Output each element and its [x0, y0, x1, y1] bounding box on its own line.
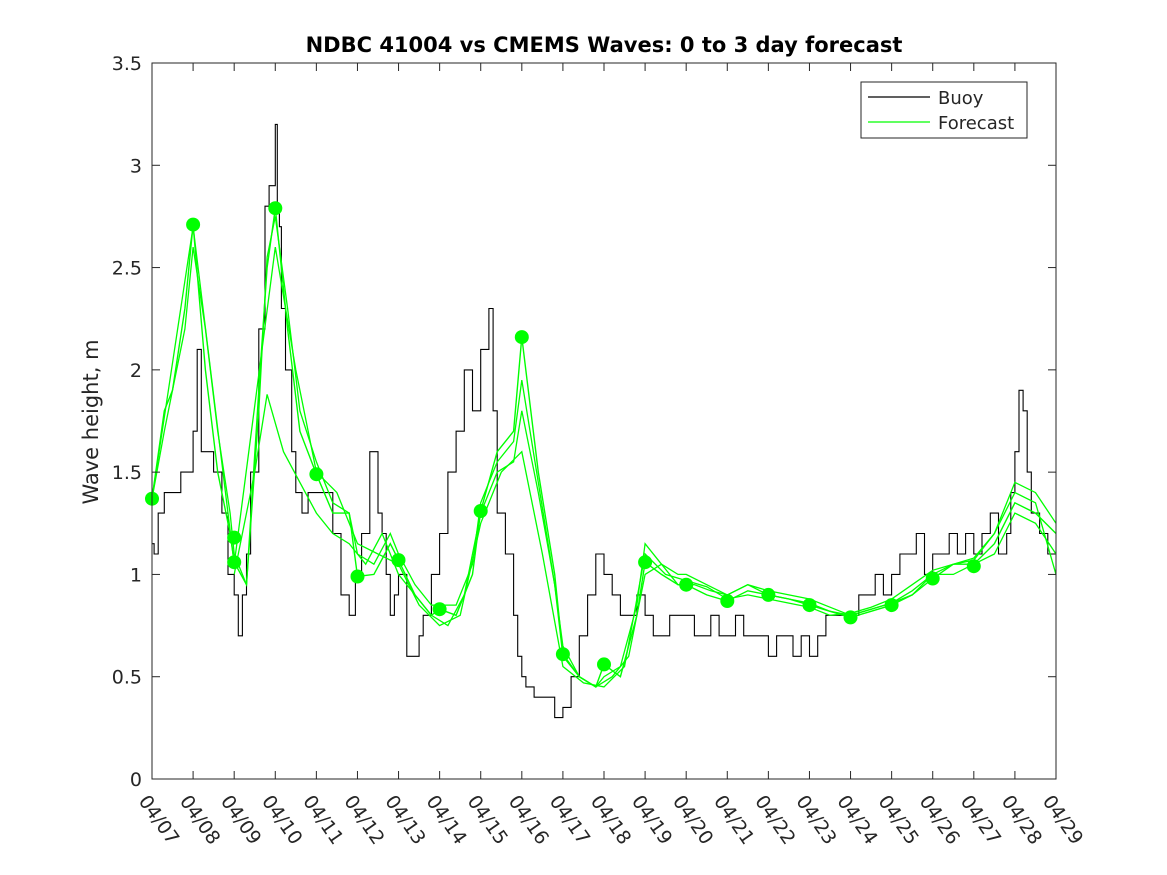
- y-tick-label: 1.5: [112, 462, 142, 484]
- forecast-marker: [268, 201, 283, 216]
- y-tick-label: 2: [130, 360, 142, 382]
- y-tick-label: 0: [130, 769, 142, 791]
- legend: Buoy Forecast: [860, 81, 1028, 139]
- chart-title: NDBC 41004 vs CMEMS Waves: 0 to 3 day fo…: [306, 33, 903, 57]
- forecast-marker: [432, 602, 447, 617]
- legend-label-buoy: Buoy: [938, 88, 984, 109]
- forecast-marker: [638, 555, 653, 570]
- forecast-marker: [309, 467, 324, 482]
- forecast-marker: [761, 587, 776, 602]
- y-tick-label: 0.5: [112, 667, 142, 689]
- forecast-marker: [925, 571, 940, 586]
- forecast-marker: [966, 559, 981, 574]
- y-tick-label: 3.5: [112, 53, 142, 75]
- forecast-marker: [884, 598, 899, 613]
- forecast-marker: [391, 553, 406, 568]
- forecast-marker: [555, 647, 570, 662]
- forecast-marker: [350, 569, 365, 584]
- marker-layer: [145, 201, 981, 672]
- forecast-marker: [227, 530, 242, 545]
- forecast-marker: [186, 217, 201, 232]
- forecast-marker: [679, 577, 694, 592]
- y-axis-label: Wave height, m: [79, 339, 103, 504]
- forecast-marker: [473, 504, 488, 518]
- y-tick-label: 2.5: [112, 258, 142, 280]
- forecast-marker: [802, 598, 817, 613]
- forecast-marker: [843, 610, 858, 625]
- y-tick-label: 3: [130, 155, 142, 177]
- y-tick-label: 1: [130, 564, 142, 586]
- forecast-marker: [720, 594, 735, 608]
- forecast-variant-line-3: [151, 226, 1057, 688]
- legend-label-forecast: Forecast: [938, 113, 1014, 134]
- buoy-series-line: [152, 123, 1056, 719]
- forecast-marker: [514, 330, 529, 345]
- legend-box: [860, 81, 1028, 139]
- forecast-marker: [597, 657, 611, 672]
- forecast-marker: [227, 555, 242, 570]
